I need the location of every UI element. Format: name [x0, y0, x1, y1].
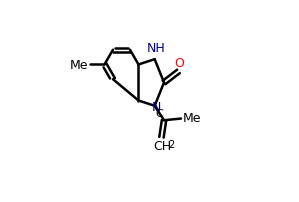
Text: NH: NH — [146, 42, 165, 55]
Text: Me: Me — [69, 59, 88, 72]
Text: Me: Me — [183, 112, 202, 124]
Text: N: N — [152, 101, 161, 114]
Text: O: O — [175, 57, 184, 70]
Text: C: C — [155, 109, 163, 119]
Text: CH: CH — [153, 140, 172, 153]
Text: 2: 2 — [168, 139, 174, 149]
